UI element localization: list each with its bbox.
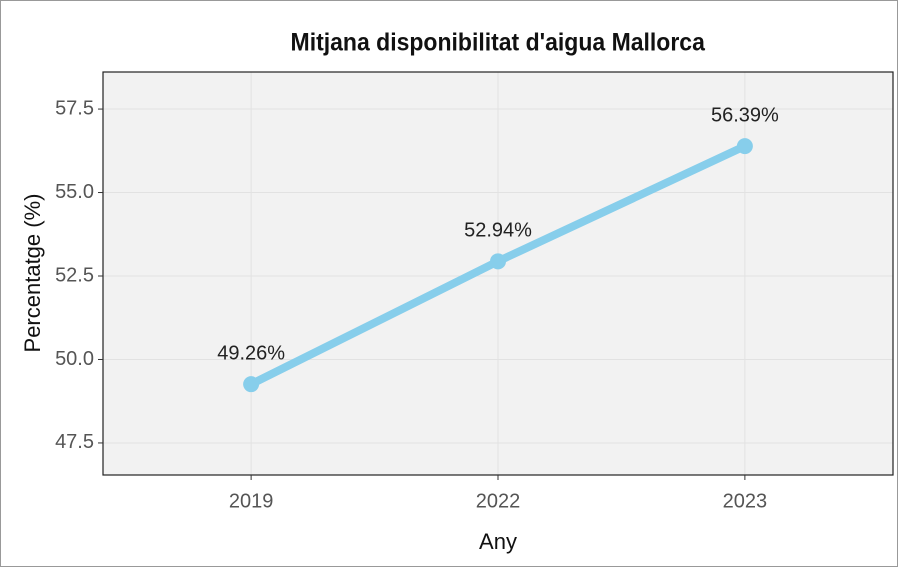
data-label: 52.94%: [464, 220, 532, 242]
grid: [103, 72, 893, 475]
x-tick-label: 2019: [229, 490, 274, 512]
x-tick-label: 2022: [476, 490, 521, 512]
y-tick-label: 55.0: [55, 181, 94, 203]
x-axis-label: Any: [479, 529, 517, 554]
y-tick-label: 47.5: [55, 431, 94, 453]
data-label: 49.26%: [217, 342, 285, 364]
data-label: 56.39%: [711, 104, 779, 126]
point: [490, 253, 506, 270]
y-tick-label: 50.0: [55, 348, 94, 370]
y-tick-label: 52.5: [55, 264, 94, 286]
chart-title: Mitjana disponibilitat d'aigua Mallorca: [291, 29, 706, 57]
point: [243, 376, 260, 393]
point: [736, 138, 753, 155]
y-axis-label: Percentatge (%): [20, 194, 45, 353]
y-tick-label: 57.5: [55, 97, 94, 119]
x-tick-label: 2023: [723, 490, 768, 512]
